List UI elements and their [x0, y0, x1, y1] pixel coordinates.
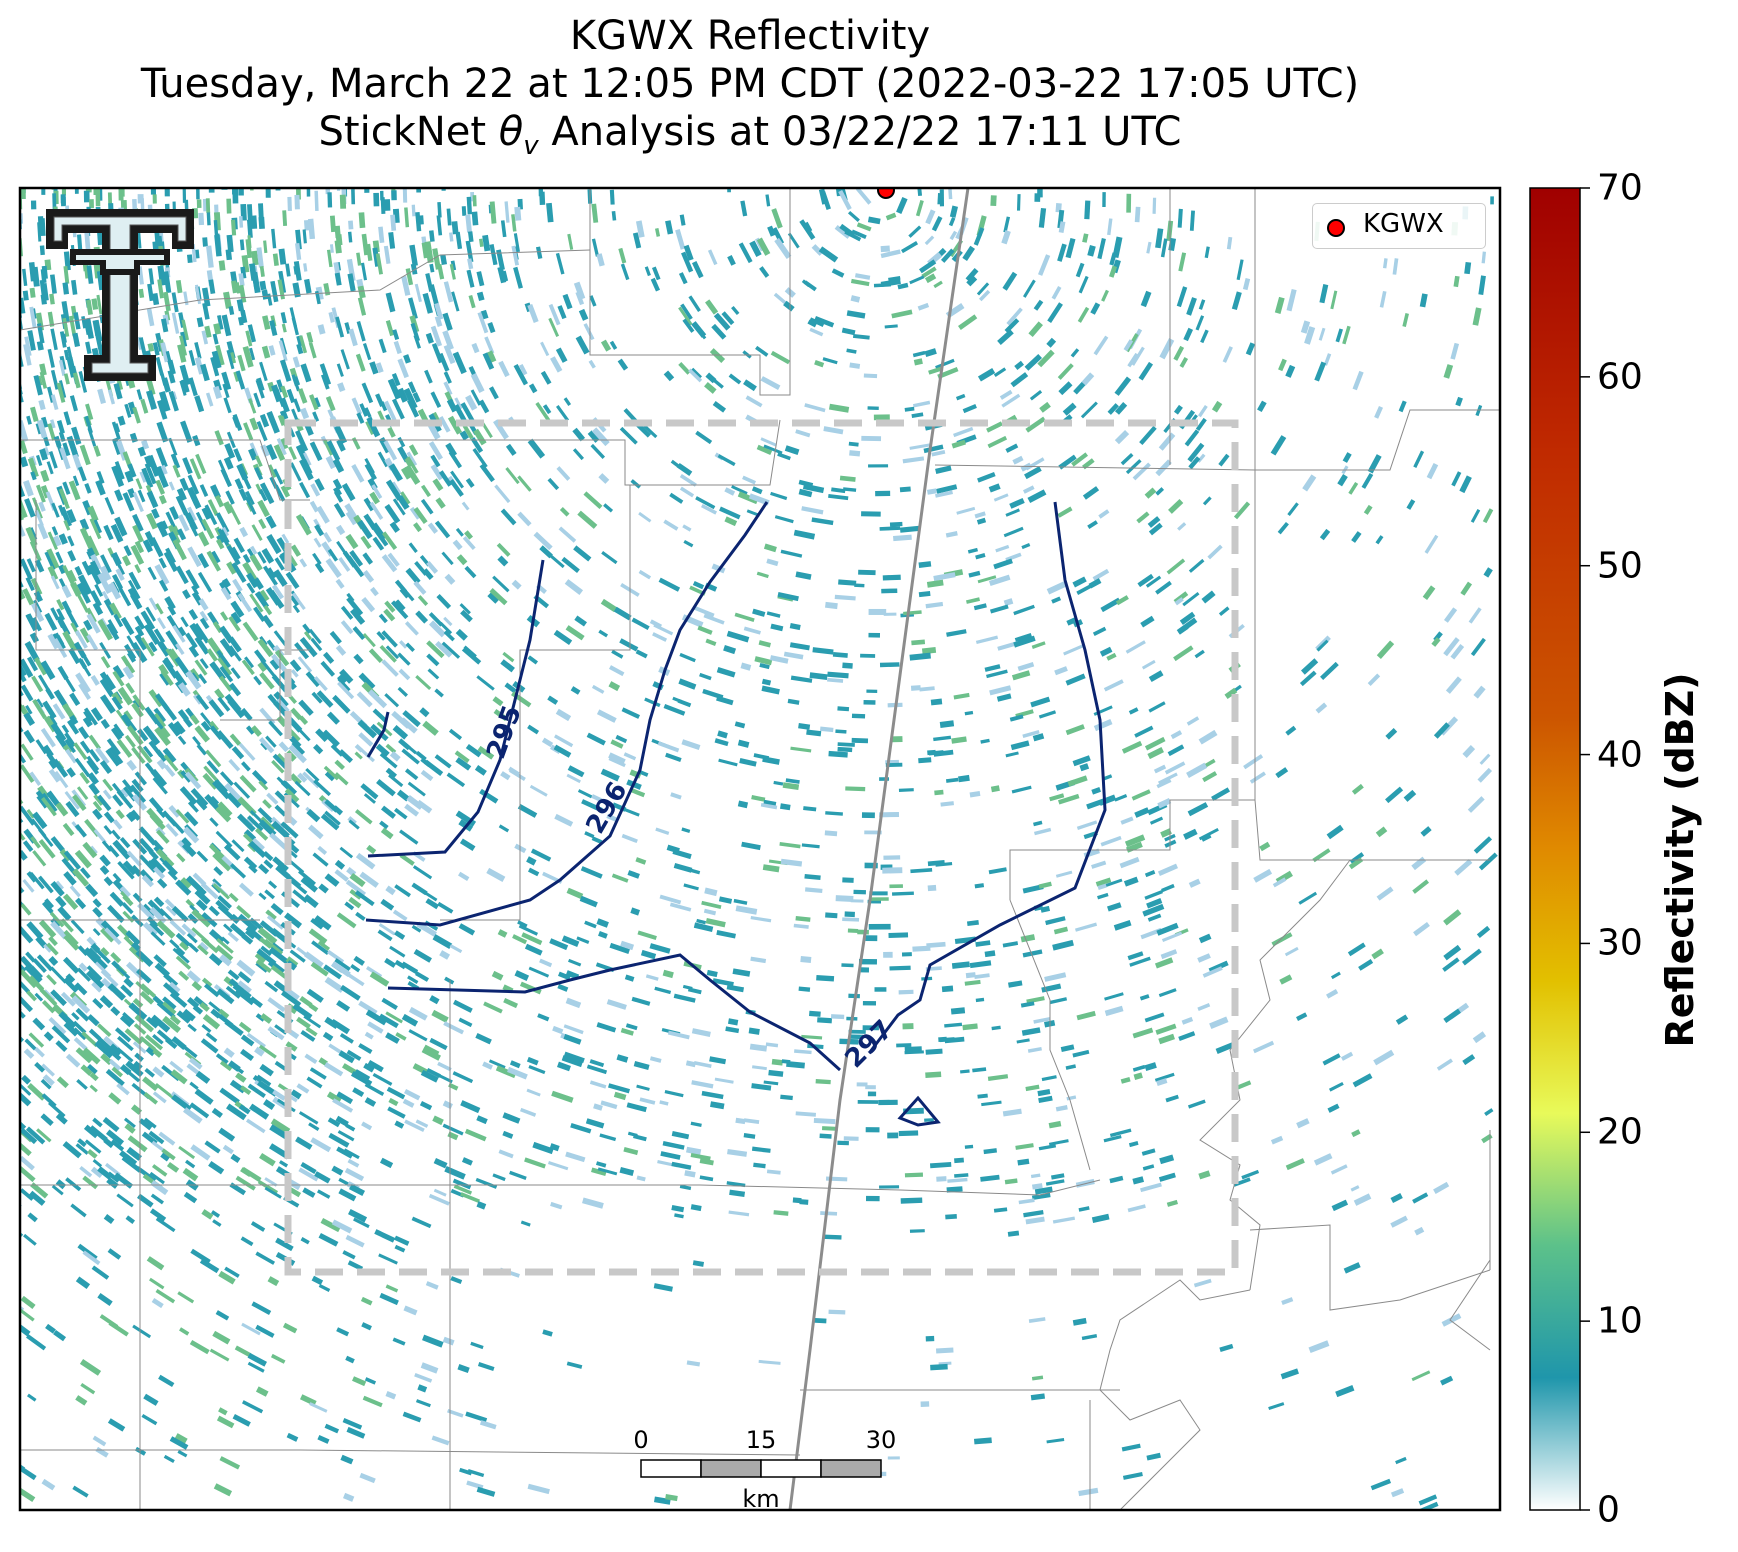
scale-tick-15: 15 — [745, 1426, 777, 1454]
colorbar-tick-label: 10 — [1597, 1300, 1643, 1342]
contour-295 — [367, 559, 545, 858]
scale-bar — [640, 1459, 882, 1478]
contour-small-left — [366, 711, 390, 758]
colorbar-label: Reflectivity (dBZ) — [1658, 672, 1702, 1048]
colorbar-tick-label: 40 — [1597, 734, 1643, 776]
colorbar-tick-label: 70 — [1597, 167, 1643, 209]
highway-line — [788, 188, 970, 1510]
radar-echoes — [20, 188, 1498, 1510]
colorbar-gradient — [1529, 187, 1581, 1511]
title-datetime: Tuesday, March 22 at 12:05 PM CDT (2022-… — [140, 61, 1360, 107]
county-boundaries — [20, 188, 1500, 1510]
colorbar-tick-label: 60 — [1597, 356, 1643, 398]
colorbar — [1529, 187, 1590, 1511]
map-title: KGWX Reflectivity Tuesday, March 22 at 1… — [0, 12, 1500, 170]
contour-296-upper — [365, 501, 769, 927]
contour-297 — [387, 953, 842, 1072]
double-t-logo — [46, 209, 194, 381]
legend-label: KGWX — [1363, 209, 1444, 239]
colorbar-ticks — [1580, 187, 1590, 1511]
colorbar-tick-label: 20 — [1597, 1111, 1643, 1153]
legend: KGWX — [1312, 203, 1486, 249]
colorbar-tick-label: 30 — [1597, 922, 1643, 964]
scale-unit: km — [742, 1485, 780, 1513]
contour-297-right — [868, 501, 1107, 1053]
theta-v-contours — [365, 501, 1107, 1127]
title-analysis: StickNet θv Analysis at 03/22/22 17:11 U… — [318, 109, 1182, 161]
map-frame — [18, 186, 1502, 1512]
colorbar-tick-label: 50 — [1597, 545, 1643, 587]
title-radar: KGWX Reflectivity — [569, 13, 931, 59]
contour-small-closed — [897, 1095, 941, 1127]
scale-tick-30: 30 — [865, 1426, 897, 1454]
colorbar-tick-label: 0 — [1597, 1489, 1620, 1531]
radar-site-marker — [877, 188, 895, 199]
scale-tick-0: 0 — [633, 1426, 649, 1454]
contour-label-295: 295 — [481, 702, 528, 763]
analysis-domain-box — [284, 419, 1239, 1276]
legend-marker-icon — [1327, 219, 1345, 237]
